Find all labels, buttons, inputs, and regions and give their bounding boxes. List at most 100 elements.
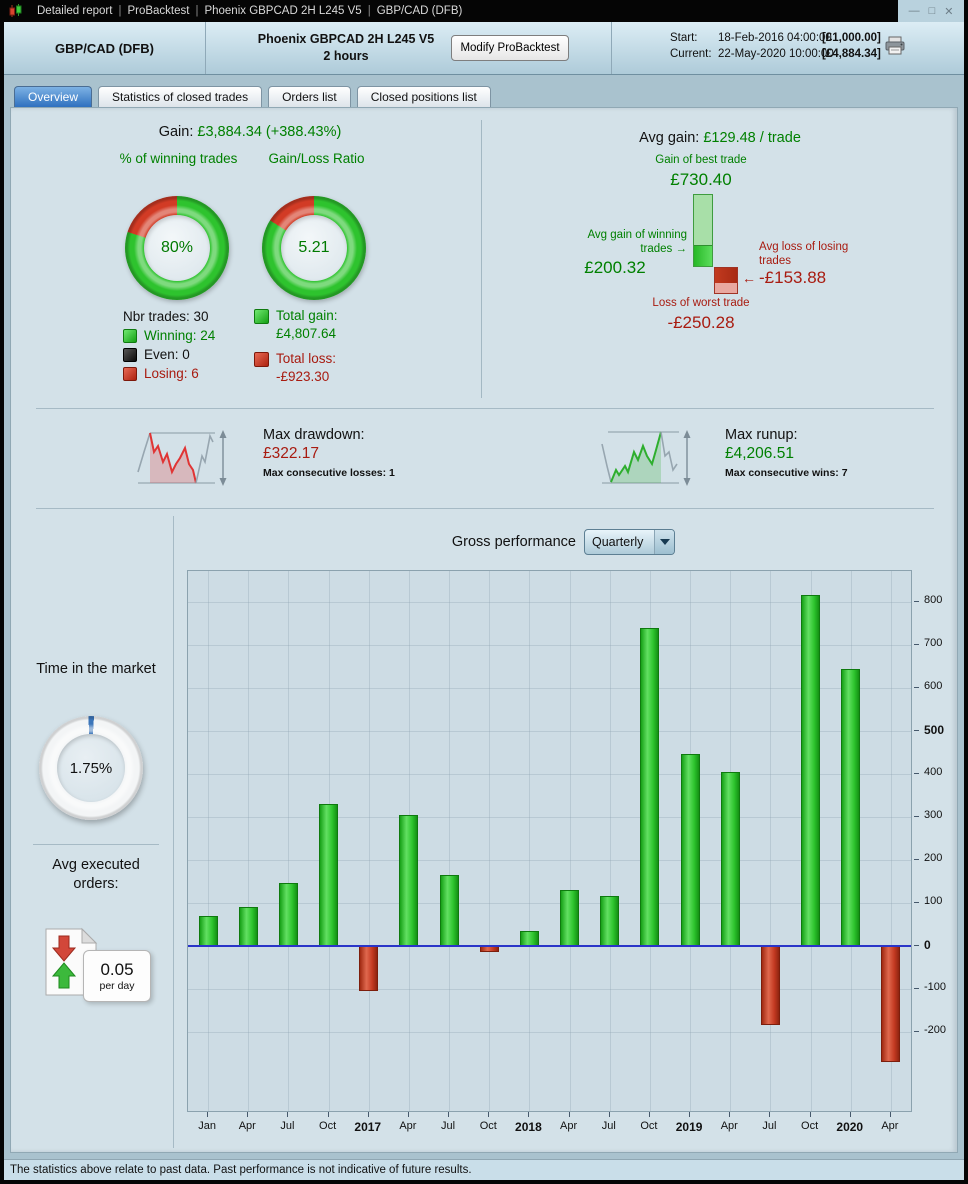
tab-orders-list[interactable]: Orders list: [268, 86, 351, 107]
tab-overview[interactable]: Overview: [14, 86, 93, 107]
winning-count: Winning: 24: [144, 328, 216, 343]
x-tick: [648, 1112, 650, 1117]
gridline: [449, 571, 451, 1111]
vertical-divider: [481, 120, 482, 398]
period-select[interactable]: Quarterly: [584, 529, 675, 555]
zero-line: [188, 944, 911, 947]
performance-bar: [881, 945, 901, 1062]
avg-win-value: £200.32: [584, 258, 646, 277]
performance-bar: [519, 930, 539, 946]
x-tick: [528, 1112, 530, 1117]
performance-bar: [198, 915, 218, 946]
max-drawdown-label: Max drawdown:: [263, 427, 365, 443]
system-section: Phoenix GBPCAD 2H L245 V5 2 hours Modify…: [206, 22, 612, 74]
horizontal-divider: [36, 508, 934, 509]
y-tick-label: 200: [924, 851, 943, 864]
y-tick-label: 400: [924, 765, 943, 778]
gridline: [188, 859, 911, 861]
performance-bar: [439, 874, 459, 946]
x-tick-label: Apr: [881, 1120, 899, 1132]
total-gain-label: Total gain:: [276, 308, 338, 323]
performance-bar: [319, 803, 339, 946]
gain-headline: Gain: £3,884.34 (+388.43%): [11, 124, 489, 140]
orders-per-day-value: 0.05: [100, 960, 134, 979]
printer-icon[interactable]: [884, 36, 906, 61]
gain-label: Gain:: [158, 124, 194, 140]
x-tick-label: Oct: [319, 1120, 337, 1132]
report-header: GBP/CAD (DFB) Phoenix GBPCAD 2H L245 V5 …: [4, 22, 964, 75]
gain-loss-ratio-title: Gain/Loss Ratio: [268, 151, 365, 166]
best-trade-label: Gain of best trade: [655, 154, 747, 166]
total-gain-value: £4,807.64: [276, 326, 337, 341]
avg-orders-title: Avg executed orders:: [52, 857, 140, 892]
gridline: [569, 571, 571, 1111]
y-tick: [914, 1030, 919, 1032]
y-tick-label: -100: [924, 980, 947, 993]
gridline: [188, 644, 911, 646]
x-tick: [488, 1112, 490, 1117]
sidebar-divider: [33, 844, 159, 845]
tab-statistics-of-closed-trades[interactable]: Statistics of closed trades: [98, 86, 263, 107]
total-gain-swatch: [254, 309, 269, 324]
period-select-value: Quarterly: [592, 535, 644, 549]
y-tick-label: -200: [924, 1023, 947, 1036]
current-date: 22-May-2020 10:00:00: [718, 48, 834, 60]
winning-trades-donut: 80%: [125, 196, 229, 300]
losing-color-swatch: [123, 366, 137, 381]
close-icon[interactable]: ✕: [944, 5, 954, 18]
title-segment: GBP/CAD (DFB): [376, 5, 463, 17]
maximize-icon[interactable]: □: [928, 5, 936, 17]
time-in-market-title: Time in the market: [36, 661, 156, 677]
x-tick-label: 2020: [836, 1120, 864, 1134]
orders-per-day-unit: per day: [99, 980, 135, 992]
x-tick: [769, 1112, 771, 1117]
gridline: [890, 571, 892, 1111]
modify-probacktest-button[interactable]: Modify ProBacktest: [451, 35, 569, 61]
drawdown-sparkline-icon: [135, 426, 231, 497]
performance-bar: [801, 595, 821, 946]
system-info: Phoenix GBPCAD 2H L245 V5 2 hours: [246, 31, 446, 65]
x-tick: [448, 1112, 450, 1117]
worst-trade-value: -£250.28: [667, 313, 735, 332]
period-select-button[interactable]: [654, 530, 674, 554]
gridline: [770, 571, 772, 1111]
x-tick-label: 2018: [515, 1120, 542, 1134]
gridline: [188, 902, 911, 904]
gridline: [208, 571, 210, 1111]
tab-closed-positions-list[interactable]: Closed positions list: [356, 86, 491, 107]
report-tabs: Overview Statistics of closed trades Ord…: [14, 86, 491, 107]
max-runup-label: Max runup:: [725, 427, 798, 443]
x-tick-label: Apr: [560, 1120, 578, 1132]
y-tick-label: 300: [924, 808, 943, 821]
runup-sparkline-icon: [599, 426, 695, 497]
overview-panel: Gain: £3,884.34 (+388.43%) % of winning …: [10, 107, 958, 1153]
title-segment: Phoenix GBPCAD 2H L245 V5: [204, 5, 362, 17]
x-tick: [849, 1112, 851, 1117]
y-tick-label: 100: [924, 894, 943, 907]
time-in-market-value: 1.75%: [57, 734, 125, 802]
current-label: Current:: [670, 48, 712, 60]
y-tick: [914, 987, 919, 989]
x-tick-label: Apr: [399, 1120, 417, 1132]
start-label: Start:: [670, 32, 698, 44]
gridline: [188, 601, 911, 603]
performance-bar: [560, 889, 580, 946]
best-trade-value: £730.40: [670, 170, 732, 189]
title-separator: |: [195, 5, 199, 17]
y-tick-label: 0: [924, 937, 931, 952]
gridline: [188, 773, 911, 775]
x-tick: [327, 1112, 329, 1117]
y-tick-label: 700: [924, 636, 943, 649]
gain-value: £3,884.34 (+388.43%): [197, 124, 342, 140]
gridline: [188, 730, 911, 732]
total-loss: Total loss: -£923.30: [276, 350, 336, 386]
x-tick: [207, 1112, 209, 1117]
performance-bar: [760, 945, 780, 1026]
minimize-icon[interactable]: —: [908, 5, 920, 17]
y-tick: [914, 729, 919, 731]
system-name: Phoenix GBPCAD 2H L245 V5: [257, 32, 435, 46]
chevron-down-icon: [659, 539, 670, 545]
avg-gain-headline: Avg gain: £129.48 / trade: [489, 130, 951, 146]
max-runup-block: Max runup: £4,206.51 Max consecutive win…: [725, 427, 955, 479]
